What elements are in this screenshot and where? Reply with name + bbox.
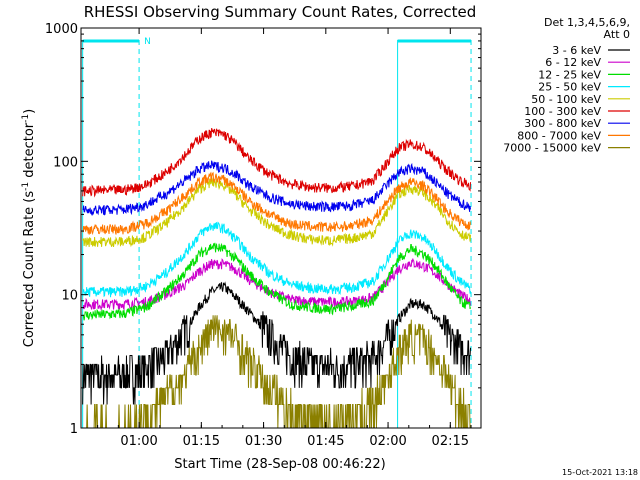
series-layer bbox=[82, 127, 472, 429]
night-band-layer: N bbox=[82, 37, 472, 428]
series-line-6 bbox=[82, 160, 472, 216]
y-tick-label: 1000 bbox=[45, 22, 78, 37]
y-axis-label: Corrected Count Rate (s-1 detector-1) bbox=[21, 109, 37, 347]
y-axis-label-mid: detector bbox=[22, 122, 37, 182]
series-line-2 bbox=[82, 242, 472, 321]
saa-mark-label: N bbox=[144, 37, 151, 47]
tick-layer: 01:00 01:15 01:30 01:45 02:00 02:15 1000 100 10 1 bbox=[45, 22, 481, 449]
x-tick-label: 02:00 bbox=[369, 434, 406, 449]
chart-title: RHESSI Observing Summary Count Rates, Co… bbox=[84, 3, 477, 21]
plot-frame bbox=[80, 27, 482, 429]
legend-header-2: Att 0 bbox=[604, 28, 630, 41]
y-tick-label: 1 bbox=[70, 422, 78, 437]
legend-label: 300 - 800 keV bbox=[524, 117, 601, 130]
legend-label: 25 - 50 keV bbox=[538, 81, 601, 94]
x-tick-label: 01:30 bbox=[245, 434, 282, 449]
x-tick-label: 01:45 bbox=[307, 434, 344, 449]
series-line-4 bbox=[82, 177, 472, 248]
x-tick-label: 01:00 bbox=[120, 434, 157, 449]
x-tick-label: 01:15 bbox=[183, 434, 220, 449]
y-tick-label: 10 bbox=[61, 289, 78, 304]
legend-header-1: Det 1,3,4,5,6,9, bbox=[544, 16, 630, 29]
series-line-5 bbox=[82, 127, 472, 198]
y-axis-label-main: Corrected Count Rate (s bbox=[22, 191, 37, 348]
y-axis-label-sup1: -1 bbox=[21, 182, 31, 191]
series-line-0 bbox=[82, 281, 472, 405]
legend-label: 6 - 12 keV bbox=[545, 56, 601, 69]
generated-timestamp: 15-Oct-2021 13:18 bbox=[562, 468, 638, 477]
y-axis-label-sup2: -1 bbox=[21, 114, 31, 123]
series-line-7 bbox=[82, 171, 472, 236]
series-line-3 bbox=[82, 221, 472, 298]
y-tick-label: 100 bbox=[53, 155, 78, 170]
legend-label: 12 - 25 keV bbox=[538, 68, 601, 81]
legend-label: 100 - 300 keV bbox=[524, 105, 601, 118]
legend-label: 3 - 6 keV bbox=[552, 44, 601, 57]
x-tick-label: 02:15 bbox=[432, 434, 469, 449]
legend-label: 50 - 100 keV bbox=[531, 93, 601, 106]
legend-label: 800 - 7000 keV bbox=[517, 129, 601, 142]
y-axis-label-end: ) bbox=[22, 109, 37, 114]
legend-label: 7000 - 15000 keV bbox=[503, 142, 601, 155]
x-axis-label: Start Time (28-Sep-08 00:46:22) bbox=[174, 457, 385, 472]
series-line-8 bbox=[82, 315, 471, 429]
